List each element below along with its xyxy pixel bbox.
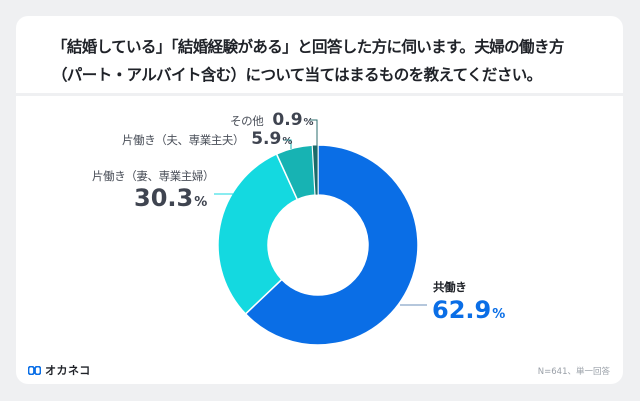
label-other-value: 0.9 bbox=[272, 110, 303, 130]
slice-wife-homemaker bbox=[217, 152, 299, 315]
label-husband-homemaker-value: 5.9 bbox=[251, 129, 282, 149]
label-dual-income-unit: % bbox=[492, 307, 506, 322]
label-husband-homemaker-unit: % bbox=[282, 136, 293, 147]
label-husband-homemaker-name: 片働き（夫、専業主夫） bbox=[122, 133, 245, 147]
label-wife-homemaker-name: 片働き（妻、専業主婦） bbox=[92, 169, 215, 183]
slice-dual-income bbox=[244, 144, 419, 346]
leader-line-other bbox=[309, 119, 318, 146]
label-wife-homemaker-figure: 30.3% bbox=[134, 184, 207, 212]
label-other: その他 0.9% bbox=[230, 110, 314, 130]
label-wife-homemaker: 片働き（妻、専業主婦） bbox=[92, 168, 215, 184]
label-dual-income-name: 共働き bbox=[433, 280, 467, 294]
sample-size-note: N=641、単一回答 bbox=[537, 367, 610, 377]
label-husband-homemaker: 片働き（夫、専業主夫） 5.9% bbox=[122, 129, 292, 149]
label-dual-income-figure: 62.9% bbox=[432, 296, 505, 324]
label-dual-income-value: 62.9 bbox=[432, 296, 492, 324]
title-panel bbox=[16, 16, 623, 93]
leader-line-husband-homemaker bbox=[283, 139, 292, 149]
brand-name: オカネコ bbox=[45, 364, 91, 377]
brand-infinity-icon bbox=[28, 365, 41, 375]
brand-logo: オカネコ bbox=[28, 362, 91, 378]
label-wife-homemaker-unit: % bbox=[194, 195, 208, 210]
label-wife-homemaker-value: 30.3 bbox=[134, 184, 194, 212]
label-other-unit: % bbox=[303, 117, 314, 128]
slice-other bbox=[311, 144, 319, 196]
label-other-name: その他 bbox=[230, 114, 264, 128]
label-dual-income: 共働き bbox=[433, 279, 467, 295]
question-title-line-2: （パート・アルバイト含む）について当てはまるものを教えてください。 bbox=[52, 66, 542, 84]
question-title-line-1: 「結婚している」「結婚経験がある」と回答した方に伺います。夫婦の働き方 bbox=[52, 38, 564, 56]
question-title: 「結婚している」「結婚経験がある」と回答した方に伺います。夫婦の働き方 （パート… bbox=[52, 33, 612, 89]
